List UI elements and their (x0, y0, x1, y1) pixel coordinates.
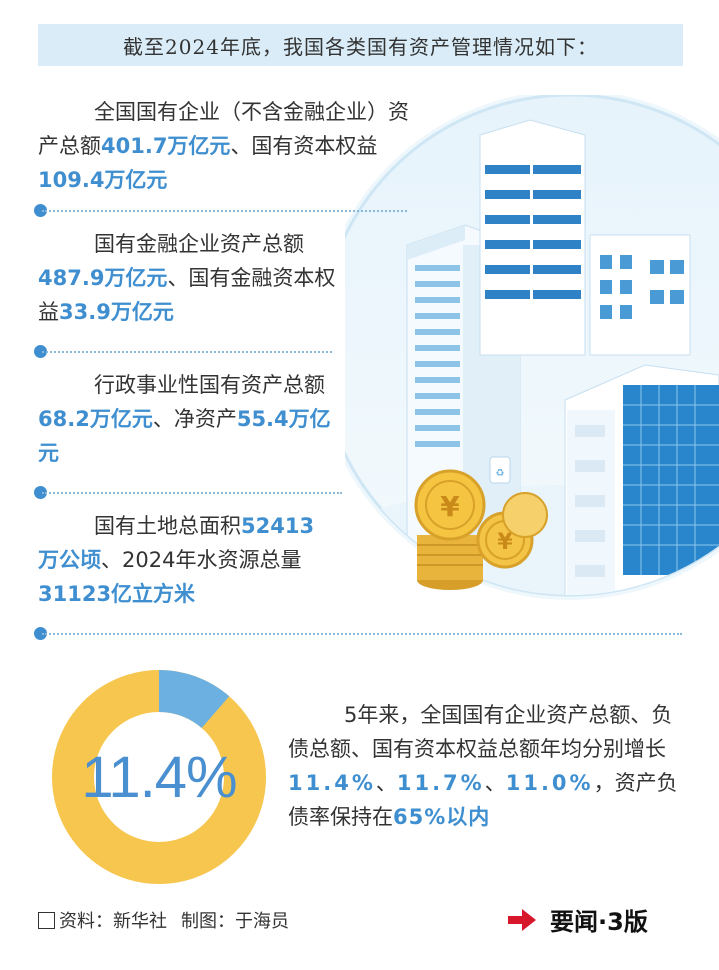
info-highlight: 487.9万亿元 (38, 266, 168, 290)
donut-percent-label: 11.4% (81, 744, 237, 810)
building-front (564, 364, 719, 595)
dotted-divider (42, 351, 332, 353)
recycle-bin-icon: ♻ (489, 456, 511, 484)
info-text: 行政事业性国有资产总额 (94, 373, 325, 397)
summary-mid: ，资产负债率保持在 (288, 771, 678, 829)
summary-highlight: 11.7% (396, 771, 485, 795)
info-block-1: 全国国有企业（不含金融企业）资产总额401.7万亿元、国有资本权益 109.4万亿… (38, 95, 410, 197)
building-right (589, 234, 691, 356)
city-illustration: ♻ ¥ ¥ (345, 95, 719, 600)
info-highlight: 33.9万亿元 (59, 300, 174, 324)
info-block-4: 国有土地总面积52413万公顷、2024年水资源总量 31123亿立方米 (38, 509, 328, 611)
info-text: 国有土地总面积 (94, 514, 241, 538)
info-text: 国有金融企业资产总额 (94, 232, 304, 256)
dotted-divider (42, 492, 342, 494)
info-text: 全国国有企业（不含金融企业）资产总额 (38, 100, 409, 158)
dotted-divider (42, 210, 407, 212)
bullet-dot (34, 345, 47, 358)
page-reference-label: 要闻·3版 (550, 908, 648, 936)
bullet-dot (34, 486, 47, 499)
summary-sep: 、 (375, 771, 397, 795)
growth-donut (52, 670, 266, 884)
header-banner: 截至2024年底，我国各类国有资产管理情况如下： (38, 24, 683, 66)
info-highlight: 68.2万亿元 (38, 407, 153, 431)
summary-highlight: 65%以内 (393, 805, 491, 829)
source-credit: 资料：新华社 (59, 911, 167, 932)
bullet-dot (34, 204, 47, 217)
bullet-dot (34, 627, 47, 640)
info-text: 、2024年水资源总量 (101, 548, 302, 572)
svg-text:♻: ♻ (496, 468, 505, 479)
footer-credits: 资料：新华社 制图：于海员 (38, 907, 289, 933)
red-arrow-icon (508, 908, 536, 931)
info-highlight: 31123亿立方米 (38, 582, 196, 606)
info-highlight: 401.7万亿元 (101, 134, 231, 158)
info-highlight: 109.4万亿元 (38, 168, 168, 192)
info-block-2: 国有金融企业资产总额 487.9万亿元、国有金融资本权益33.9万亿元 (38, 227, 338, 329)
summary-pre: 5年来，全国国有企业资产总额、负债总额、国有资本权益总额年均分别增长 (288, 703, 673, 761)
building-striped (479, 119, 586, 356)
summary-text: 5年来，全国国有企业资产总额、负债总额、国有资本权益总额年均分别增长11.4%、… (288, 698, 688, 834)
square-icon (38, 911, 55, 929)
info-block-3: 行政事业性国有资产总额 68.2万亿元、净资产55.4万亿元 (38, 368, 338, 470)
svg-text:¥: ¥ (497, 530, 513, 555)
donut-slice (158, 670, 230, 729)
page-reference[interactable]: 要闻·3版 (508, 902, 648, 937)
header-title: 截至2024年底，我国各类国有资产管理情况如下： (123, 34, 598, 59)
yuan-coin-icon: ¥ ¥ (414, 469, 548, 590)
info-text: 、国有资本权益 (230, 134, 378, 158)
dotted-divider (42, 633, 682, 635)
info-text: 、净资产 (152, 407, 237, 431)
summary-highlight: 11.0% (505, 771, 594, 795)
info-highlight: 55.4万亿元 (38, 407, 331, 465)
svg-text:¥: ¥ (440, 490, 460, 523)
maker-credit: 制图：于海员 (181, 911, 289, 932)
info-text: 、国有金融资本权益 (38, 266, 336, 324)
info-highlight: 52413万公顷 (38, 514, 315, 572)
summary-highlight: 11.4% (288, 771, 376, 795)
summary-sep: 、 (484, 771, 506, 795)
